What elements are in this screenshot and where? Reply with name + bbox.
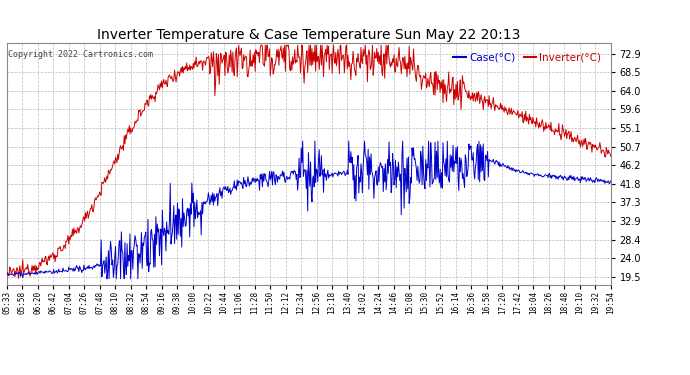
Legend: Case(°C), Inverter(°C): Case(°C), Inverter(°C) xyxy=(449,48,605,67)
Text: Copyright 2022 Cartronics.com: Copyright 2022 Cartronics.com xyxy=(8,50,152,59)
Title: Inverter Temperature & Case Temperature Sun May 22 20:13: Inverter Temperature & Case Temperature … xyxy=(97,28,520,42)
